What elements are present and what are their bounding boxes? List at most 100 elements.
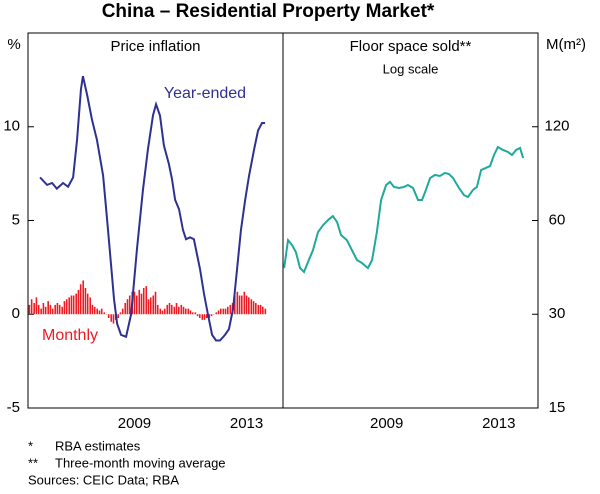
y-axis-unit: M(m²): [546, 36, 586, 53]
y-tick-label: 30: [549, 305, 566, 322]
bar: [246, 296, 248, 315]
bar: [138, 290, 140, 314]
y-tick-label: 5: [12, 211, 20, 228]
bar: [99, 311, 101, 315]
bar: [136, 296, 138, 315]
bar: [204, 314, 206, 320]
bar: [124, 303, 126, 314]
bar: [94, 307, 96, 315]
x-tick-label: 2013: [482, 415, 515, 432]
bar: [265, 309, 267, 315]
note-text: RBA estimates: [55, 438, 141, 453]
bar: [211, 314, 213, 316]
bar: [45, 307, 47, 315]
series-label: Monthly: [42, 327, 98, 344]
bar: [180, 305, 182, 314]
bar: [33, 303, 35, 314]
sources: Sources: CEIC Data; RBA: [28, 472, 179, 487]
bar: [244, 292, 246, 315]
note-marker: **: [28, 455, 38, 470]
bar: [176, 303, 178, 314]
bar: [54, 305, 56, 314]
x-tick-label: 2013: [230, 415, 263, 432]
bar: [258, 305, 260, 314]
bar: [173, 307, 175, 315]
bar: [157, 305, 159, 314]
note-marker: *: [28, 438, 33, 453]
bar: [47, 301, 49, 314]
x-tick-label: 2009: [370, 415, 403, 432]
series-label: Year-ended: [164, 85, 246, 102]
bar: [110, 314, 112, 322]
bar: [197, 314, 199, 316]
bar: [43, 303, 45, 314]
bar: [141, 294, 143, 315]
bar: [241, 296, 243, 315]
bar: [192, 312, 194, 314]
bar: [201, 314, 203, 320]
bar: [64, 301, 66, 314]
bar: [75, 294, 77, 315]
x-tick-label: 2009: [118, 415, 151, 432]
bar: [122, 309, 124, 315]
bar: [166, 305, 168, 314]
bar: [260, 305, 262, 314]
bar: [96, 309, 98, 315]
bar: [71, 296, 73, 315]
bar: [101, 309, 103, 315]
bar: [225, 309, 227, 315]
bar: [185, 309, 187, 315]
bar: [36, 297, 38, 314]
panel-title: Floor space sold**: [350, 38, 472, 55]
bar: [255, 303, 257, 314]
bar: [199, 314, 201, 318]
bar: [38, 305, 40, 314]
bar: [66, 299, 68, 314]
bar: [89, 297, 91, 314]
bar: [61, 307, 63, 315]
bar: [262, 307, 264, 315]
bar: [223, 309, 225, 315]
note-text: Three-month moving average: [55, 455, 226, 470]
bar: [169, 303, 171, 314]
bar: [87, 294, 89, 315]
line: [284, 147, 523, 272]
bar: [220, 309, 222, 315]
bar: [145, 286, 147, 314]
bar: [68, 297, 70, 314]
bar: [237, 292, 239, 315]
y-tick-label: 120: [544, 118, 569, 135]
bar: [230, 305, 232, 314]
y-axis-unit: %: [7, 36, 20, 53]
bar: [59, 305, 61, 314]
bar: [251, 299, 253, 314]
bar: [194, 312, 196, 314]
bar: [150, 297, 152, 314]
bar: [148, 299, 150, 314]
y-tick-label: 0: [12, 305, 20, 322]
bar: [120, 312, 122, 314]
bar: [164, 309, 166, 315]
y-tick-label: -5: [7, 399, 20, 416]
panel-subtitle: Log scale: [383, 61, 439, 76]
bar: [50, 305, 52, 314]
bar: [85, 288, 87, 314]
bar: [108, 314, 110, 318]
bar: [31, 299, 33, 314]
bar: [253, 301, 255, 314]
bar: [78, 290, 80, 314]
bar: [152, 296, 154, 315]
y-tick-label: 15: [549, 399, 566, 416]
bar: [80, 284, 82, 314]
bar: [113, 314, 115, 323]
bar: [218, 311, 220, 315]
bar: [103, 312, 105, 314]
bar: [171, 305, 173, 314]
bar: [155, 292, 157, 315]
bar: [82, 281, 84, 315]
chart-title: China – Residential Property Market*: [102, 1, 435, 22]
y-tick-label: 10: [3, 118, 20, 135]
bar: [248, 297, 250, 314]
bar: [117, 314, 119, 318]
